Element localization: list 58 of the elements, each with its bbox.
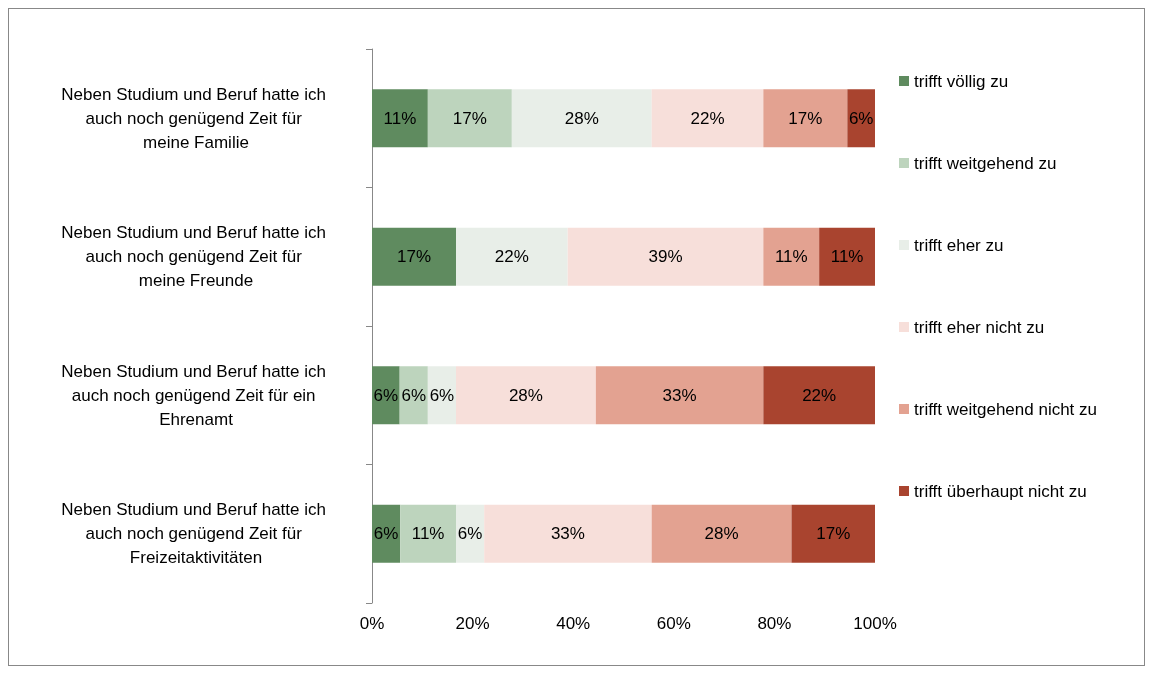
y-tick-label: Neben Studium und Beruf hatte ich auch noch genügend Zeit für meine Freunde [61, 223, 331, 291]
data-label: 17% [788, 108, 823, 128]
data-label: 11% [383, 108, 417, 128]
legend-label: trifft weitgehend zu [914, 153, 1057, 173]
bar [456, 366, 596, 425]
legend-label: trifft überhaupt nicht zu [914, 481, 1087, 501]
bar [763, 366, 875, 425]
bar [456, 227, 568, 286]
data-label: 6% [373, 385, 399, 405]
bar [847, 89, 875, 148]
x-tick-label: 0% [359, 614, 385, 633]
legend-label: trifft völlig zu [914, 71, 1009, 91]
data-label: 11% [411, 524, 445, 544]
legend-label: trifft weitgehend nicht zu [914, 399, 1098, 419]
bar [400, 504, 456, 563]
bar [651, 89, 764, 148]
y-tick-label: Neben Studium und Beruf hatte ich auch noch genügend Zeit für ein Ehrenamt [61, 361, 331, 429]
data-label: 22% [690, 108, 725, 128]
data-label: 17% [452, 108, 487, 128]
data-label: 22% [802, 385, 837, 405]
x-tick-label: 40% [556, 614, 591, 633]
x-tick-label: 80% [757, 614, 792, 633]
bar [372, 366, 400, 425]
bar [763, 89, 848, 148]
x-tick-label: 60% [656, 614, 691, 633]
bar [819, 227, 875, 286]
bar [484, 504, 652, 563]
data-label: 6% [457, 524, 483, 544]
data-label: 28% [704, 524, 739, 544]
data-label: 22% [494, 247, 529, 267]
x-tick-label: 20% [455, 614, 490, 633]
y-tick-label: Neben Studium und Beruf hatte ich auch noch genügend Zeit für meine Familie [61, 84, 331, 152]
data-label: 6% [401, 385, 427, 405]
bar [511, 89, 652, 148]
x-tick-label: 100% [853, 614, 897, 633]
legend-label: trifft eher zu [914, 235, 1004, 255]
data-label: 33% [550, 524, 585, 544]
bar [595, 366, 764, 425]
bar [791, 504, 875, 563]
y-tick-label: Neben Studium und Beruf hatte ich auch noch genügend Zeit für Freizeitaktivitäten [61, 500, 331, 568]
bar [763, 227, 820, 286]
data-label: 39% [648, 247, 683, 267]
bar [427, 89, 512, 148]
data-label: 17% [396, 247, 432, 267]
data-label: 6% [848, 108, 874, 128]
data-label: 6% [373, 524, 399, 544]
bar [567, 227, 764, 286]
data-label: 28% [508, 385, 543, 405]
bar [372, 227, 456, 286]
data-label: 11% [774, 247, 808, 267]
bar [651, 504, 792, 563]
data-label: 28% [564, 108, 599, 128]
data-label: 33% [662, 385, 697, 405]
legend-label: trifft eher nicht zu [914, 317, 1045, 337]
data-label: 17% [816, 524, 851, 544]
data-label: 11% [830, 247, 864, 267]
data-label: 6% [429, 385, 455, 405]
bar [372, 89, 428, 148]
